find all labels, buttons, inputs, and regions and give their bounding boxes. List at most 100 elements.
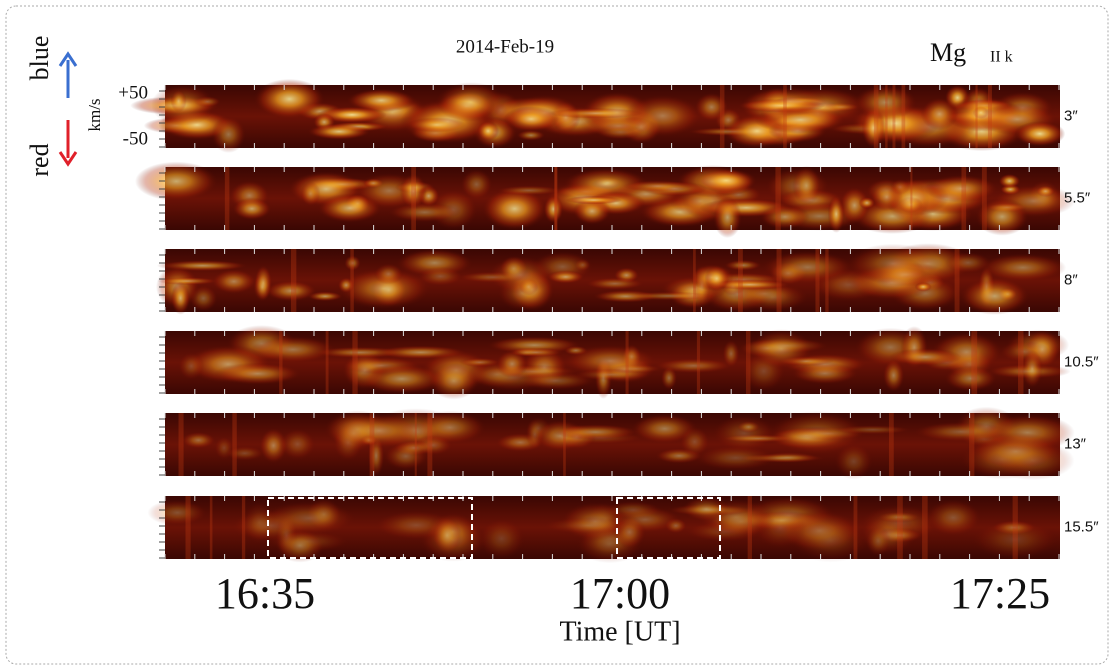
- emission: [337, 277, 355, 294]
- streak: [892, 85, 896, 148]
- streak: [775, 167, 781, 230]
- emission: [613, 515, 646, 549]
- emission: [623, 291, 714, 301]
- emission: [853, 84, 918, 120]
- emission: [406, 117, 467, 133]
- emission: [736, 420, 761, 433]
- emission: [920, 97, 959, 131]
- streak: [178, 413, 184, 476]
- emission: [972, 106, 989, 119]
- emission: [749, 329, 813, 369]
- line-ion: II k: [990, 49, 1013, 66]
- spectrum-panel: [159, 406, 1075, 481]
- streak: [427, 413, 433, 476]
- streak: [888, 413, 894, 476]
- emission: [827, 195, 845, 233]
- emission: [924, 174, 999, 203]
- emission: [503, 106, 560, 132]
- bottom-velocity: -50: [123, 128, 148, 149]
- emission: [563, 344, 658, 377]
- top-velocity: +50: [118, 82, 148, 103]
- emission: [181, 431, 216, 449]
- streak: [352, 331, 358, 394]
- emission: [580, 115, 657, 137]
- emission: [846, 243, 940, 284]
- streak: [1018, 331, 1024, 394]
- emission: [250, 335, 336, 364]
- streak: [554, 167, 557, 230]
- emission: [541, 517, 635, 535]
- emission: [752, 86, 828, 117]
- streak: [414, 413, 417, 476]
- emission: [279, 428, 316, 460]
- spectrum-panel: [147, 496, 1060, 564]
- streak: [232, 413, 237, 476]
- streak: [719, 85, 725, 148]
- emission: [481, 187, 548, 231]
- emission: [681, 496, 731, 522]
- emission: [346, 88, 416, 113]
- streak: [738, 249, 743, 312]
- streak: [969, 413, 975, 476]
- emission: [147, 499, 208, 526]
- emission: [547, 107, 644, 119]
- streak: [901, 85, 906, 148]
- panel-label: 13″: [1064, 435, 1087, 452]
- emission: [704, 265, 730, 292]
- emission: [623, 180, 693, 192]
- streak: [961, 167, 967, 230]
- emission: [834, 443, 873, 480]
- red-label: red: [25, 143, 54, 176]
- emission: [300, 181, 321, 207]
- emission: [399, 173, 427, 209]
- spectrum-panel: [130, 78, 1066, 153]
- emission: [337, 267, 431, 310]
- streak: [825, 249, 829, 312]
- line-name: Mg: [930, 38, 966, 67]
- x-tick-label: 16:35: [215, 569, 315, 618]
- emission: [170, 281, 191, 315]
- streak: [975, 85, 978, 148]
- streak: [853, 496, 858, 559]
- x-tick-label: 17:25: [950, 569, 1050, 618]
- emission: [979, 253, 1067, 282]
- streak: [185, 496, 191, 559]
- emission: [759, 204, 810, 230]
- emission: [888, 348, 962, 367]
- emission: [573, 197, 612, 225]
- streak: [290, 249, 297, 312]
- emission: [373, 263, 404, 285]
- emission: [516, 129, 546, 141]
- streak: [815, 249, 820, 312]
- emission: [214, 362, 302, 385]
- streak: [554, 167, 558, 230]
- streak: [696, 331, 701, 394]
- emission: [178, 352, 205, 381]
- streak: [369, 413, 375, 476]
- streak: [411, 167, 416, 230]
- emission: [925, 499, 982, 537]
- panel-label: 5.5″: [1064, 189, 1091, 206]
- emission: [833, 425, 912, 435]
- streak: [897, 496, 903, 559]
- emission: [552, 424, 638, 440]
- emission: [695, 168, 758, 193]
- streak: [693, 249, 696, 312]
- streak: [1012, 496, 1018, 559]
- emission: [432, 516, 462, 555]
- panel-label: 3″: [1064, 107, 1078, 124]
- streak: [747, 496, 752, 559]
- emission: [388, 202, 462, 223]
- emission: [225, 445, 265, 461]
- emission: [264, 280, 317, 302]
- streak: [885, 85, 888, 148]
- spectrum-panel: [155, 243, 1067, 315]
- emission: [565, 195, 623, 205]
- emission: [260, 501, 357, 536]
- emission: [694, 445, 777, 471]
- emission: [975, 197, 1029, 236]
- x-axis-title: Time [UT]: [559, 616, 680, 647]
- emission: [211, 268, 257, 294]
- emission: [585, 277, 645, 290]
